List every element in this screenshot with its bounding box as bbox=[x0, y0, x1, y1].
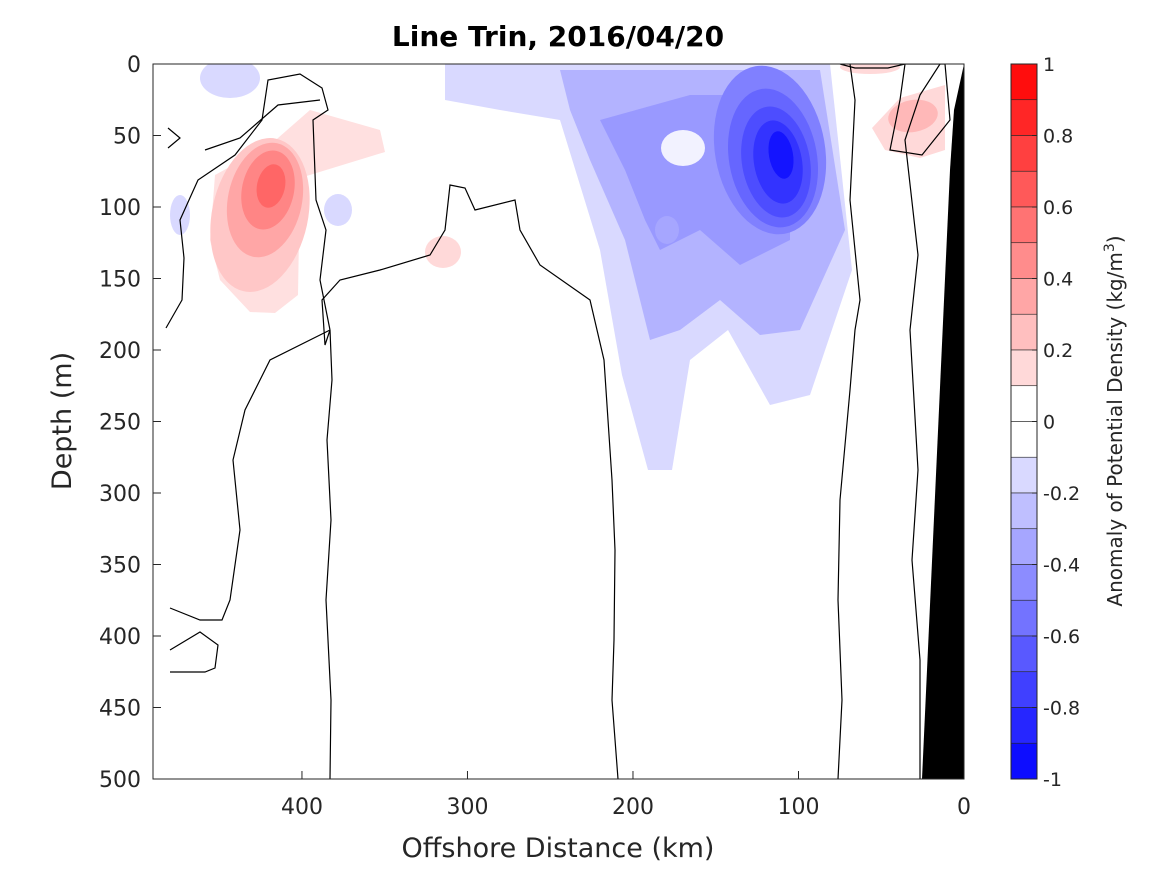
colorbar-tick-label: -0.8 bbox=[1043, 698, 1080, 720]
colorbar-level bbox=[1010, 349, 1038, 387]
colorbar-level bbox=[1010, 170, 1038, 208]
y-tick-label: 400 bbox=[99, 625, 141, 650]
colorbar-tick-label: 0.2 bbox=[1043, 340, 1073, 362]
y-axis-label: Depth (m) bbox=[47, 352, 78, 490]
colorbar: 1 0.8 0.6 0.4 0.2 0 -0.2 -0.4 -0.6 -0.8 -1 bbox=[1010, 54, 1080, 791]
positive-anomaly-level bbox=[256, 164, 286, 208]
y-tick-label: 150 bbox=[99, 268, 141, 293]
negative-anomaly-level bbox=[200, 64, 260, 98]
colorbar-level bbox=[1010, 742, 1038, 780]
colorbar-level bbox=[1010, 385, 1038, 422]
colorbar-level bbox=[1010, 635, 1038, 673]
x-axis: 400 300 200 100 0 bbox=[281, 771, 971, 820]
negative-anomaly-level bbox=[324, 194, 352, 226]
colorbar-level bbox=[1010, 599, 1038, 637]
colorbar-level bbox=[1010, 564, 1038, 601]
zero-contour-line bbox=[837, 64, 861, 779]
zero-contour-line bbox=[839, 64, 906, 69]
y-tick-label: 450 bbox=[99, 697, 141, 722]
y-tick-label: 500 bbox=[99, 768, 141, 793]
y-tick-label: 300 bbox=[99, 482, 141, 507]
colorbar-level bbox=[1010, 206, 1038, 244]
colorbar-level bbox=[1010, 421, 1038, 458]
colorbar-level bbox=[1010, 313, 1038, 351]
chart-title: Line Trin, 2016/04/20 bbox=[392, 20, 724, 53]
colorbar-level bbox=[1010, 278, 1038, 315]
colorbar-tick-label: 0.4 bbox=[1043, 269, 1073, 291]
y-tick-label: 0 bbox=[127, 53, 141, 78]
negative-anomaly-level bbox=[655, 216, 679, 244]
y-tick-label: 350 bbox=[99, 554, 141, 579]
anomaly-field bbox=[170, 64, 945, 470]
y-axis: 0 50 100 150 200 250 300 350 400 450 500 bbox=[99, 53, 161, 793]
zero-contour-line bbox=[204, 99, 321, 151]
negative-anomaly-level bbox=[170, 195, 190, 235]
x-axis-label: Offshore Distance (km) bbox=[402, 833, 715, 864]
colorbar-level bbox=[1010, 63, 1038, 101]
zero-contour-line bbox=[169, 329, 331, 621]
colorbar-level bbox=[1010, 135, 1038, 172]
y-tick-label: 200 bbox=[99, 339, 141, 364]
colorbar-tick-label: 0.6 bbox=[1043, 197, 1073, 219]
colorbar-tick-label: -0.2 bbox=[1043, 483, 1080, 505]
negative-anomaly-level bbox=[768, 131, 794, 179]
zero-contour-line bbox=[904, 64, 941, 779]
colorbar-level bbox=[1010, 707, 1038, 744]
colorbar-level bbox=[1010, 99, 1038, 136]
colorbar-tick-label: -0.6 bbox=[1043, 626, 1080, 648]
positive-anomaly-level bbox=[840, 64, 900, 74]
colorbar-tick-label: -0.4 bbox=[1043, 555, 1080, 577]
bathymetry bbox=[922, 64, 964, 779]
colorbar-level bbox=[1010, 456, 1038, 494]
x-tick-label: 400 bbox=[281, 795, 323, 820]
zero-contour-line bbox=[889, 64, 951, 156]
x-tick-label: 300 bbox=[446, 795, 488, 820]
plot-area: 400 300 200 100 0 0 50 100 150 200 250 300 350 400 45… bbox=[99, 53, 971, 820]
colorbar-label: Anomaly of Potential Density (kg/m3) bbox=[1102, 235, 1127, 606]
x-tick-label: 100 bbox=[777, 795, 819, 820]
zero-contour-line bbox=[165, 73, 331, 331]
y-tick-label: 100 bbox=[99, 196, 141, 221]
zero-contour-line bbox=[169, 631, 219, 673]
x-tick-label: 0 bbox=[957, 795, 971, 820]
colorbar-level bbox=[1010, 242, 1038, 279]
colorbar-tick-label: 0.8 bbox=[1043, 126, 1073, 148]
colorbar-tick-label: 0 bbox=[1043, 412, 1055, 434]
positive-anomaly-level bbox=[425, 236, 461, 268]
colorbar-tick-label: -1 bbox=[1043, 769, 1062, 791]
colorbar-tick-label: 1 bbox=[1043, 54, 1055, 76]
zero-contour-line bbox=[325, 329, 333, 779]
zero-contour-line bbox=[321, 184, 619, 779]
zero-contours bbox=[165, 64, 951, 779]
y-tick-label: 250 bbox=[99, 411, 141, 436]
zero-contour-line bbox=[167, 127, 181, 149]
colorbar-level bbox=[1010, 492, 1038, 530]
x-tick-label: 200 bbox=[612, 795, 654, 820]
colorbar-level bbox=[1010, 528, 1038, 565]
y-tick-label: 50 bbox=[113, 125, 141, 150]
negative-anomaly-level bbox=[661, 130, 705, 166]
colorbar-level bbox=[1010, 671, 1038, 708]
